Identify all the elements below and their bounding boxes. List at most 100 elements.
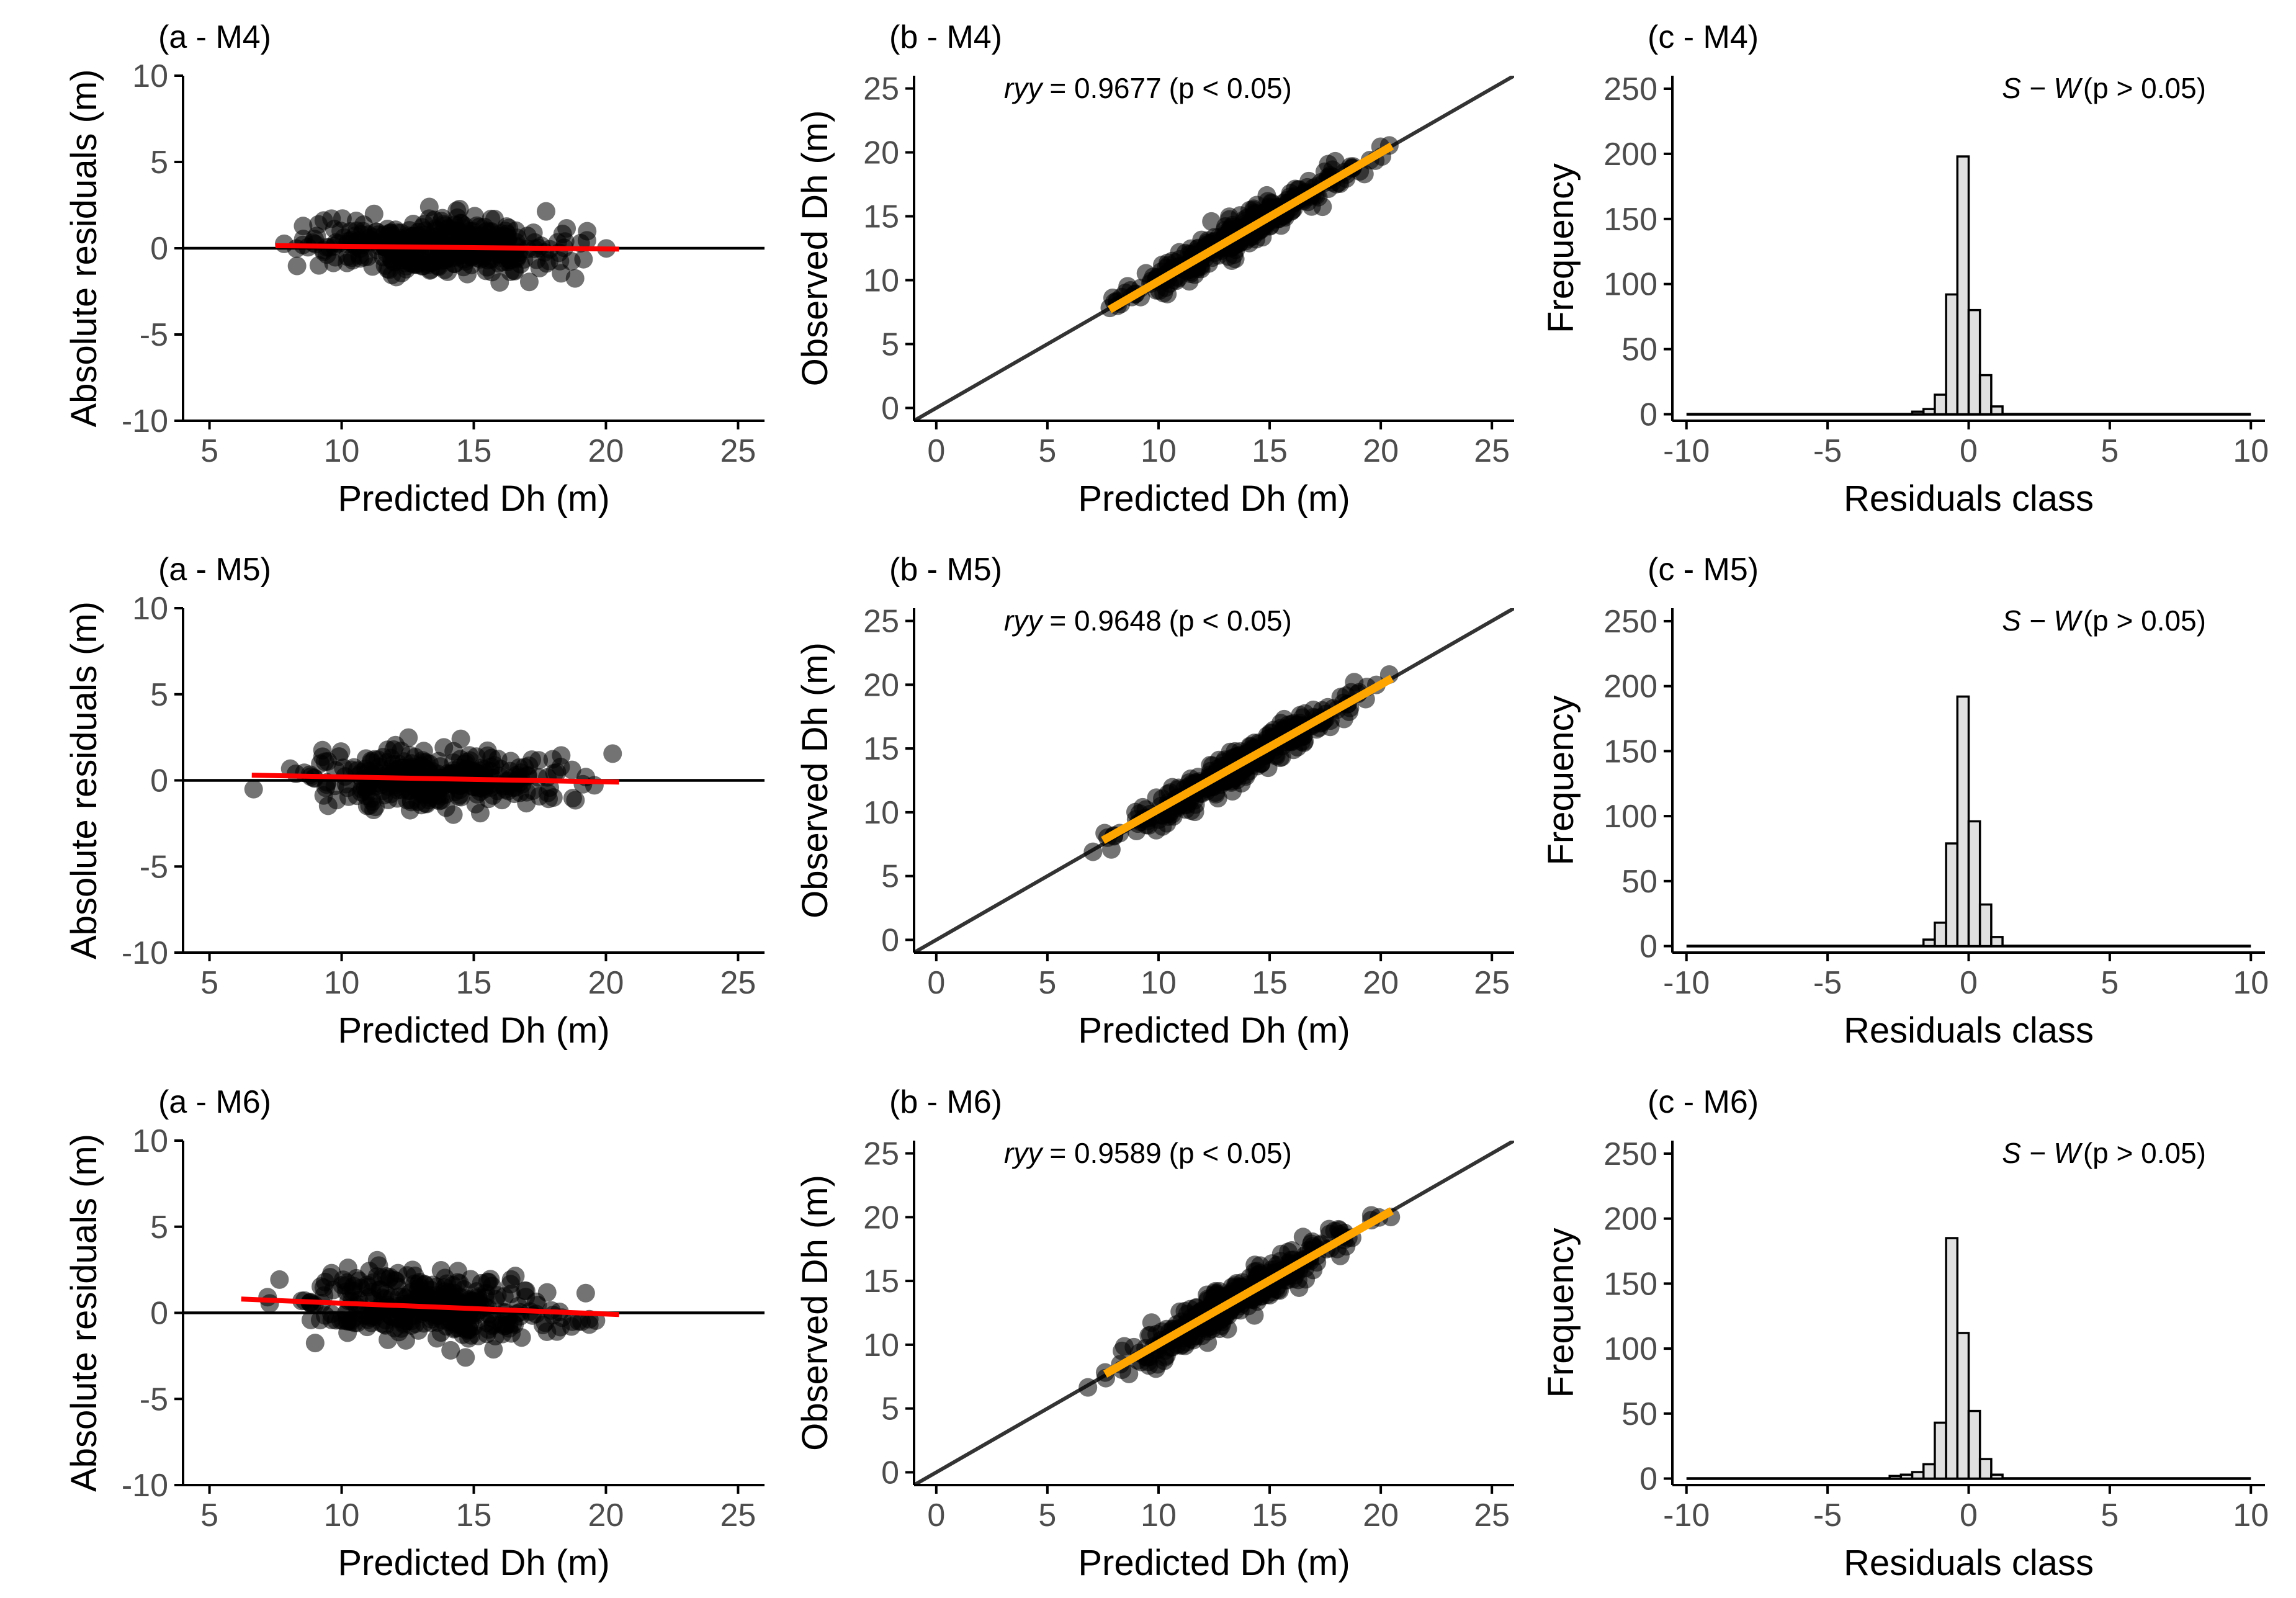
y-tick-label: 5 <box>881 1391 899 1427</box>
plot-area <box>914 76 1514 421</box>
panel-title: (b - M5) <box>889 552 1002 588</box>
x-tick-label: 15 <box>456 1497 492 1533</box>
data-point <box>333 209 352 228</box>
y-tick-label: 20 <box>863 667 899 703</box>
annotation-p: (p < 0.05) <box>1169 72 1292 104</box>
data-point <box>444 805 463 824</box>
histogram-bar <box>1922 408 1936 416</box>
y-tick-label: 150 <box>1603 1266 1657 1302</box>
annotation-p: (p < 0.05) <box>1169 1137 1292 1169</box>
y-tick-label: 20 <box>863 135 899 171</box>
panel-title: (c - M6) <box>1648 1084 1759 1120</box>
y-tick-label: -5 <box>140 317 168 353</box>
data-point <box>470 804 490 823</box>
y-tick-label: -10 <box>122 403 168 439</box>
y-tick-label: 0 <box>1639 1461 1657 1497</box>
plot-area <box>1686 155 2251 416</box>
plot-area <box>183 728 765 824</box>
data-point <box>338 1273 357 1292</box>
fit-line <box>1107 142 1394 313</box>
y-tick-label: 0 <box>150 1296 168 1332</box>
histogram-bar <box>1956 155 1970 416</box>
y-tick-label: 10 <box>132 1123 168 1159</box>
data-point <box>1304 700 1323 719</box>
x-axis-label: Residuals class <box>1844 1543 2094 1583</box>
x-tick-label: 0 <box>1960 965 1978 1001</box>
data-point <box>552 264 571 283</box>
plot-area <box>1686 1237 2251 1480</box>
data-point <box>529 768 548 787</box>
data-point <box>536 202 555 221</box>
plot-area <box>914 1141 1514 1485</box>
histogram-bar <box>1922 1463 1936 1480</box>
data-point <box>331 742 351 761</box>
panel-title: (c - M4) <box>1648 19 1759 55</box>
data-point <box>314 1278 333 1297</box>
histogram-bar <box>1967 1409 1981 1480</box>
data-point <box>500 1319 519 1338</box>
y-tick-label: 25 <box>863 604 899 640</box>
y-tick-label: 200 <box>1603 669 1657 705</box>
histogram-bar <box>1899 1473 1914 1480</box>
fit-line <box>1101 675 1394 844</box>
histogram-bar <box>1911 1471 1925 1480</box>
data-point <box>392 223 411 243</box>
y-tick-label: 25 <box>863 71 899 107</box>
data-point <box>287 239 306 258</box>
y-tick-label: 250 <box>1603 71 1657 107</box>
x-tick-label: 0 <box>927 433 945 469</box>
data-point <box>530 786 549 806</box>
y-tick-label: 25 <box>863 1136 899 1172</box>
plot-area <box>183 197 765 292</box>
annotation-p: (p > 0.05) <box>2083 72 2206 104</box>
panel-1: (a - M4) 5 10 15 20 25 -10 -5 0 5 10 Predicted Dh (… <box>64 19 765 519</box>
x-axis-label: Predicted Dh (m) <box>1078 1010 1350 1051</box>
y-tick-label: 10 <box>863 795 899 831</box>
data-point <box>364 204 383 223</box>
data-point <box>388 789 407 808</box>
histogram-bar <box>1945 842 1959 948</box>
data-point <box>460 751 480 770</box>
x-tick-label: 25 <box>1474 433 1510 469</box>
y-tick-label: 0 <box>1639 397 1657 433</box>
x-tick-label: 15 <box>1252 1497 1288 1533</box>
histogram-bar <box>1945 293 1959 416</box>
annotation-stat: ryy <box>1004 604 1044 637</box>
x-axis-label: Residuals class <box>1844 478 2094 519</box>
data-point <box>472 241 491 260</box>
histogram-bar <box>1967 820 1981 948</box>
data-point <box>516 1288 536 1307</box>
y-tick-label: 5 <box>881 859 899 895</box>
data-point <box>388 1264 408 1283</box>
x-tick-label: 20 <box>1363 965 1399 1001</box>
x-tick-label: 5 <box>1038 965 1056 1001</box>
y-tick-label: 50 <box>1621 864 1657 900</box>
panel-title: (a - M5) <box>158 552 271 588</box>
y-axis-label: Frequency <box>1541 695 1581 865</box>
panel-7: (a - M6) 5 10 15 20 25 -10 -5 0 5 10 Predicted Dh (… <box>64 1084 765 1583</box>
y-tick-label: -10 <box>122 1468 168 1504</box>
y-tick-label: 5 <box>881 326 899 362</box>
histogram-bar <box>1888 1475 1903 1480</box>
point-cloud <box>244 728 622 824</box>
data-point <box>1206 1285 1226 1304</box>
data-point <box>307 227 326 246</box>
trend-line <box>251 773 619 785</box>
plot-area <box>183 1250 765 1367</box>
histogram-bar <box>1956 1332 1970 1480</box>
data-point <box>375 256 395 275</box>
data-point <box>603 744 622 763</box>
data-point <box>358 247 377 266</box>
data-point <box>1202 212 1221 231</box>
x-tick-label: 20 <box>588 965 624 1001</box>
data-point <box>1245 1306 1264 1325</box>
correlation-annotation: ryy = 0.9677 (p < 0.05) <box>1004 72 1292 104</box>
x-axis-label: Predicted Dh (m) <box>338 1010 609 1051</box>
data-point <box>427 1329 446 1348</box>
y-tick-label: 0 <box>150 231 168 267</box>
data-point <box>363 792 382 811</box>
panel-title: (a - M6) <box>158 1084 271 1120</box>
data-point <box>412 796 431 815</box>
x-tick-label: 15 <box>1252 965 1288 1001</box>
x-tick-label: 20 <box>588 433 624 469</box>
